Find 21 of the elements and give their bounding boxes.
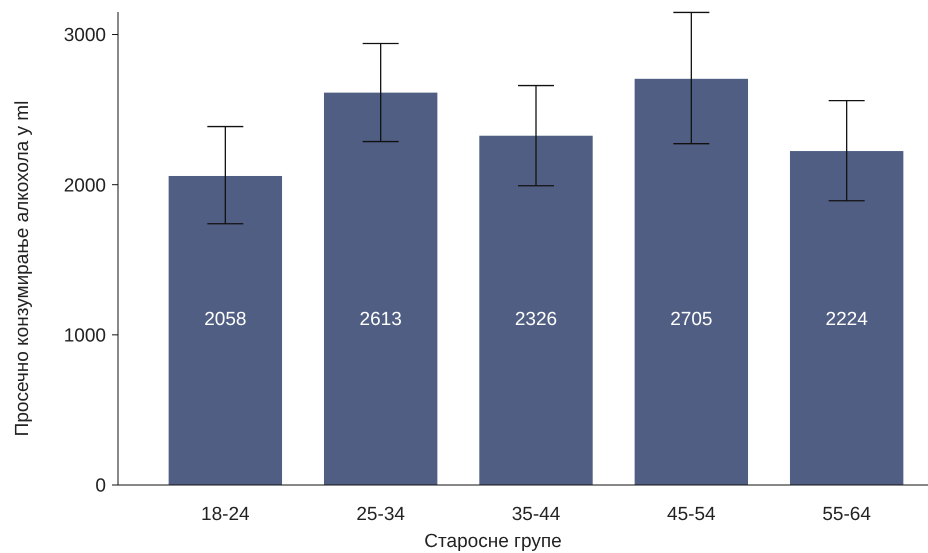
x-tick-label: 45-54 [667,504,716,525]
y-tick-label: 0 [95,476,106,497]
data-label: 2224 [826,309,868,330]
x-tick-label: 25-34 [356,504,406,525]
bar [324,92,438,485]
x-axis-title: Старосне групе [424,531,562,552]
x-tick-label: 55-64 [822,504,872,525]
bar [479,136,593,485]
y-tick-label: 3000 [64,25,106,46]
x-tick-label: 35-44 [512,504,561,525]
data-label: 2326 [514,309,558,330]
x-tick-label: 18-24 [201,504,250,525]
bar [634,78,748,485]
y-axis-title: Просечно конзумирање алкохола у ml [12,100,33,436]
data-label: 2705 [670,309,712,330]
data-label: 2058 [204,309,246,330]
bar [790,151,904,485]
y-tick-label: 1000 [64,325,106,346]
bar [168,176,282,485]
data-label: 2613 [360,309,402,330]
y-tick-label: 2000 [64,175,106,196]
